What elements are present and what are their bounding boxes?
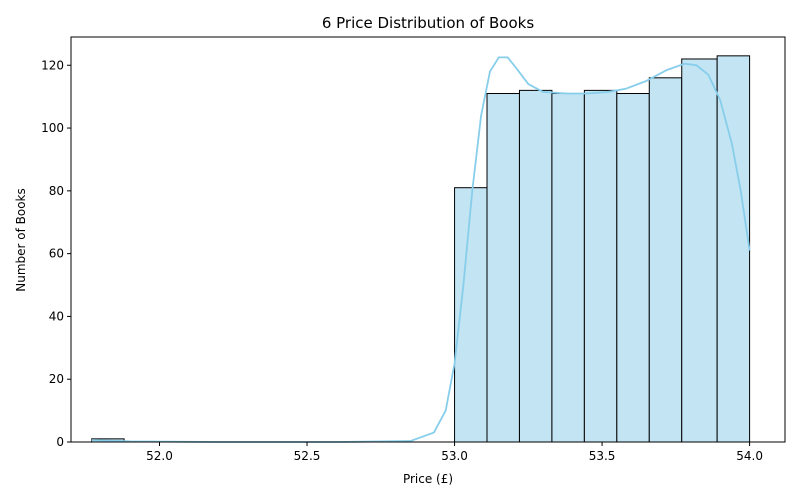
plot-frame xyxy=(70,36,786,443)
x-tick-label: 54.0 xyxy=(736,449,763,463)
y-tick-label: 0 xyxy=(56,435,64,449)
kde-curve xyxy=(91,56,751,443)
histogram-bar-2 xyxy=(486,93,520,443)
plot-area-border xyxy=(70,36,786,443)
chart-title: 6 Price Distribution of Books xyxy=(322,14,535,32)
x-tick-label: 52.5 xyxy=(294,449,321,463)
y-tick-label: 80 xyxy=(49,184,64,198)
y-tick-label: 60 xyxy=(49,247,64,261)
histogram-bar-8 xyxy=(681,58,718,443)
x-axis-ticks: 52.0 52.5 53.0 53.5 54.0 xyxy=(146,442,763,463)
y-tick-label: 120 xyxy=(41,58,64,72)
y-tick-label: 40 xyxy=(49,309,64,323)
y-tick-label: 20 xyxy=(49,372,64,386)
histogram-bars xyxy=(91,55,751,443)
x-tick-label: 53.5 xyxy=(589,449,616,463)
histogram-bar-7 xyxy=(648,77,683,443)
x-axis-label: Price (£) xyxy=(403,472,453,486)
y-tick-label: 100 xyxy=(41,121,64,135)
histogram-bar-9 xyxy=(716,55,751,443)
y-axis-label: Number of Books xyxy=(14,188,28,292)
histogram-bar-4 xyxy=(551,93,585,443)
histogram-bar-3 xyxy=(518,89,553,443)
histogram-bar-5 xyxy=(583,89,618,443)
x-tick-label: 52.0 xyxy=(146,449,173,463)
x-tick-label: 53.0 xyxy=(441,449,468,463)
y-axis-ticks: 0 20 40 60 80 100 120 xyxy=(41,58,71,449)
histogram-bar-6 xyxy=(616,93,650,443)
